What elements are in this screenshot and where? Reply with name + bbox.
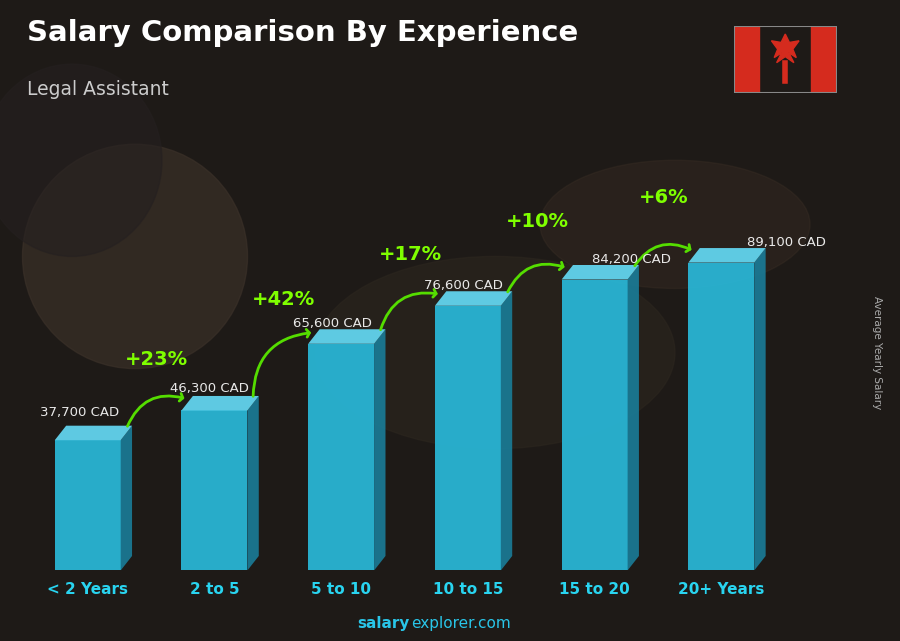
- Polygon shape: [688, 263, 754, 570]
- Polygon shape: [248, 396, 259, 570]
- Polygon shape: [771, 34, 799, 63]
- Text: Legal Assistant: Legal Assistant: [27, 80, 169, 99]
- Text: 65,600 CAD: 65,600 CAD: [293, 317, 372, 330]
- Text: 89,100 CAD: 89,100 CAD: [747, 236, 825, 249]
- Polygon shape: [500, 291, 512, 570]
- Polygon shape: [627, 265, 639, 570]
- Polygon shape: [562, 265, 639, 279]
- Text: Salary Comparison By Experience: Salary Comparison By Experience: [27, 19, 578, 47]
- Polygon shape: [435, 291, 512, 306]
- Text: 46,300 CAD: 46,300 CAD: [170, 382, 249, 395]
- Text: +42%: +42%: [252, 290, 315, 309]
- Text: +23%: +23%: [125, 350, 188, 369]
- Polygon shape: [308, 344, 374, 570]
- Polygon shape: [754, 248, 766, 570]
- Polygon shape: [55, 440, 121, 570]
- Text: 37,700 CAD: 37,700 CAD: [40, 406, 119, 419]
- Polygon shape: [562, 279, 627, 570]
- Text: salary: salary: [357, 617, 410, 631]
- Text: explorer.com: explorer.com: [411, 617, 511, 631]
- Polygon shape: [308, 329, 385, 344]
- Polygon shape: [182, 410, 248, 570]
- Text: Average Yearly Salary: Average Yearly Salary: [872, 296, 883, 409]
- Polygon shape: [435, 306, 500, 570]
- Text: +17%: +17%: [379, 246, 442, 264]
- Text: +10%: +10%: [506, 212, 569, 231]
- Text: 84,200 CAD: 84,200 CAD: [592, 253, 670, 265]
- Text: +6%: +6%: [639, 188, 688, 207]
- Polygon shape: [374, 329, 385, 570]
- Bar: [811, 26, 837, 93]
- Polygon shape: [182, 396, 259, 410]
- Polygon shape: [55, 426, 132, 440]
- Text: 76,600 CAD: 76,600 CAD: [424, 279, 502, 292]
- Polygon shape: [688, 248, 766, 263]
- Polygon shape: [121, 426, 132, 570]
- Bar: [734, 26, 760, 93]
